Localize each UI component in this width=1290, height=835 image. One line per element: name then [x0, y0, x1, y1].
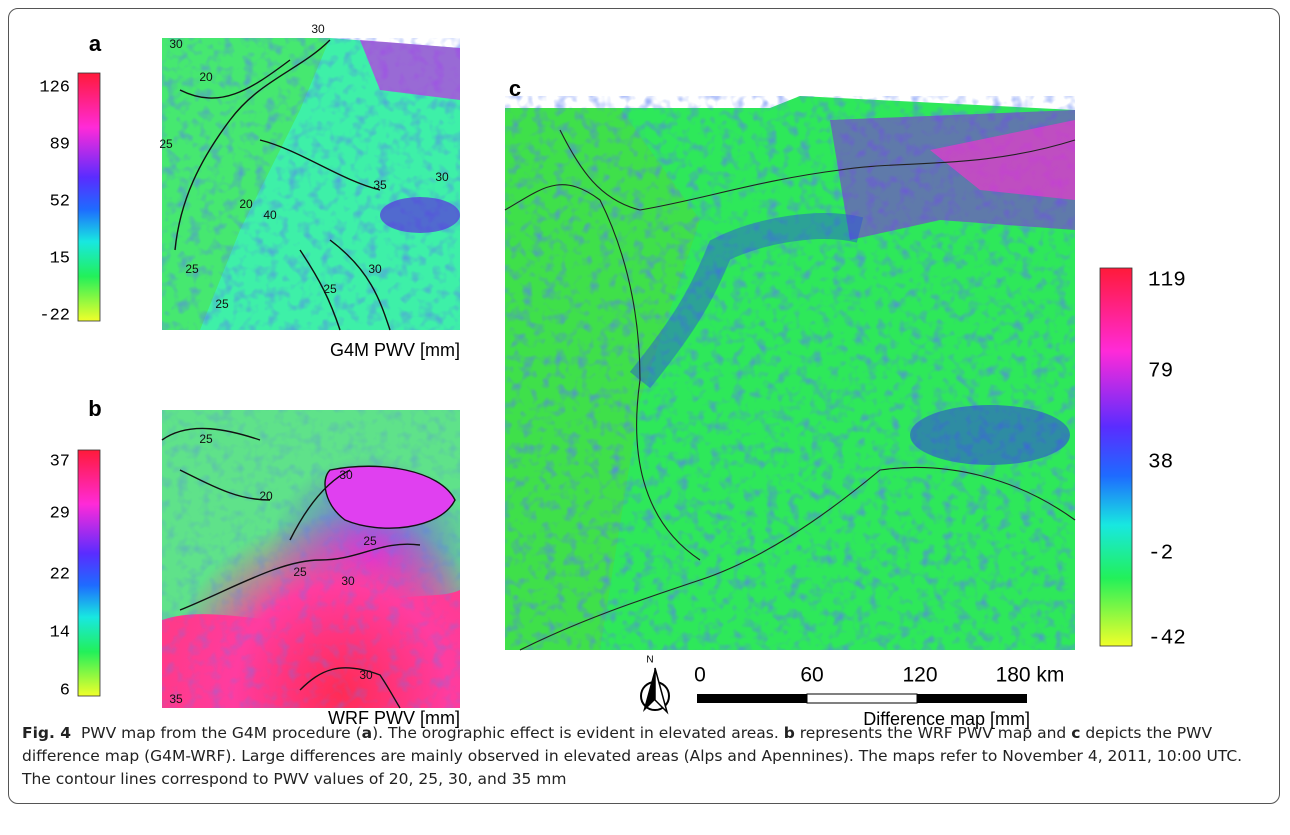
- caption: Fig. 4 PWV map from the G4M procedure (a…: [22, 722, 1267, 791]
- caption-text: depicts the PWV difference map (G4M-WRF)…: [22, 724, 1243, 788]
- contour-label: 25: [199, 432, 213, 446]
- colorbar-label: -22: [39, 306, 70, 325]
- contour-label: 30: [435, 170, 449, 184]
- caption-text: PWV map from the G4M procedure (: [80, 724, 362, 742]
- contour-label: 25: [159, 137, 173, 151]
- colorbar-label: 52: [50, 192, 70, 211]
- panel-label: a: [89, 31, 102, 56]
- figure-frame: [8, 8, 1280, 804]
- colorbar-a: [77, 72, 101, 322]
- contour-label: 25: [323, 282, 337, 296]
- colorbar-label: 79: [1148, 361, 1173, 384]
- contour-label: 25: [185, 262, 199, 276]
- colorbar-b: [77, 449, 101, 697]
- contour-label: 40: [263, 208, 277, 222]
- colorbar-label: 119: [1148, 270, 1186, 293]
- contour-label: 35: [169, 692, 183, 706]
- caption-ref: c: [1071, 724, 1081, 742]
- contour-label: 25: [363, 534, 377, 548]
- map-b: [161, 410, 460, 709]
- contour-label: 30: [311, 22, 325, 36]
- colorbar-c: [1099, 267, 1133, 647]
- colorbar-label: 29: [50, 504, 70, 523]
- scale-label: 180 km: [996, 664, 1065, 687]
- contour-label: 30: [359, 668, 373, 682]
- contour-label: 30: [339, 468, 353, 482]
- contour-label: 20: [239, 197, 253, 211]
- colorbar-label: 22: [50, 565, 70, 584]
- north-arrow: [640, 667, 670, 715]
- scale-label: 60: [800, 664, 823, 687]
- contour-label: 30: [169, 37, 183, 51]
- panel-label: b: [88, 396, 101, 421]
- scale-label: 120: [902, 664, 937, 687]
- caption-ref: b: [783, 724, 795, 742]
- contour-label: 20: [199, 70, 213, 84]
- scale-bar: [697, 693, 1027, 704]
- contour-label: 20: [259, 489, 273, 503]
- colorbar-label: 14: [50, 623, 70, 642]
- contour-label: 25: [215, 297, 229, 311]
- panel-title: G4M PWV [mm]: [330, 340, 460, 360]
- contour-label: 30: [368, 262, 382, 276]
- contour-label: 30: [341, 574, 355, 588]
- north-label: N: [646, 655, 653, 666]
- contour-label: 35: [373, 178, 387, 192]
- contour-label: 25: [293, 565, 307, 579]
- caption-label: Fig. 4: [22, 724, 72, 742]
- panel-title: WRF PWV [mm]: [328, 708, 460, 728]
- colorbar-label: 126: [39, 78, 70, 97]
- colorbar-label: 6: [60, 681, 70, 700]
- caption-ref: a: [361, 724, 373, 742]
- colorbar-label: -42: [1148, 628, 1186, 651]
- map-a: [162, 38, 460, 331]
- scale-label: 0: [694, 664, 706, 687]
- caption-text: represents the WRF PWV map and: [794, 724, 1072, 742]
- colorbar-label: 37: [50, 452, 70, 471]
- colorbar-label: 89: [50, 135, 70, 154]
- colorbar-label: 38: [1148, 452, 1173, 475]
- panel-label: c: [509, 76, 521, 101]
- colorbar-label: 15: [50, 249, 70, 268]
- caption-text: ). The orographic effect is evident in e…: [372, 724, 784, 742]
- map-c: [504, 96, 1076, 651]
- colorbar-label: -2: [1148, 543, 1173, 566]
- panel-title: Difference map [mm]: [863, 709, 1030, 729]
